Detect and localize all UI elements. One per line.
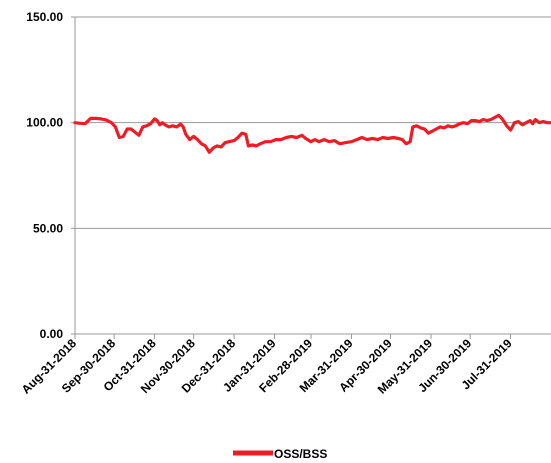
gridlines: [75, 16, 551, 229]
legend: OSS/BSS: [233, 447, 327, 461]
legend-label-oss-bss: OSS/BSS: [274, 447, 327, 461]
axes: [74, 17, 551, 335]
series-line-oss-bss: [73, 113, 551, 154]
x-tick-labels: Aug-31-2018Sep-30-2018Oct-31-2018Nov-30-…: [19, 334, 515, 397]
series-lines: [73, 113, 551, 154]
y-tick-labels: 0.00 50.00 100.00 150.00: [26, 10, 75, 341]
y-tick-label: 50.00: [33, 221, 63, 235]
y-tick-label: 150.00: [26, 10, 63, 24]
y-tick-label: 100.00: [26, 116, 63, 130]
y-tick-label: 0.00: [40, 327, 64, 341]
